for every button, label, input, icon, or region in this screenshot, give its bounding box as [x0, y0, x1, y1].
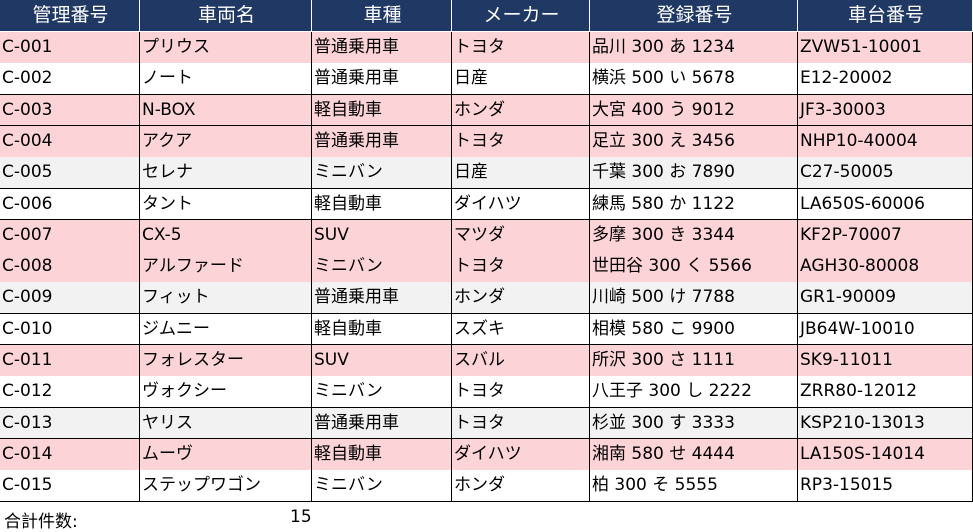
table-cell: ジムニー: [140, 313, 312, 346]
table-cell: C-010: [0, 313, 140, 346]
table-cell: ムーヴ: [140, 438, 312, 471]
table-cell: SK9-11011: [798, 345, 973, 377]
table-cell: 普通乗用車: [312, 63, 452, 96]
table-cell: 練馬 580 か 1122: [590, 188, 798, 221]
table-cell: LA150S-14014: [798, 438, 973, 471]
table-cell: トヨタ: [452, 125, 590, 158]
table-cell: SUV: [312, 219, 452, 252]
table-cell: ヤリス: [140, 407, 312, 440]
table-cell: ミニバン: [312, 470, 452, 502]
table-cell: ミニバン: [312, 376, 452, 409]
table-cell: アクア: [140, 125, 312, 158]
table-cell: タント: [140, 188, 312, 221]
table-cell: フォレスター: [140, 345, 312, 377]
table-cell: JB64W-10010: [798, 313, 973, 346]
table-cell: ホンダ: [452, 282, 590, 315]
table-cell: C-008: [0, 251, 140, 283]
table-cell: 湘南 580 せ 4444: [590, 438, 798, 471]
table-cell: RP3-15015: [798, 470, 973, 502]
table-cell: スバル: [452, 345, 590, 377]
header-cell: 車両名: [140, 0, 312, 32]
table-cell: C-005: [0, 157, 140, 189]
table-cell: CX-5: [140, 219, 312, 252]
footer-label: 合計件数:: [4, 512, 78, 532]
table-cell: 普通乗用車: [312, 407, 452, 440]
table-cell: JF3-30003: [798, 94, 973, 127]
table-cell: ホンダ: [452, 470, 590, 502]
table-cell: C-009: [0, 282, 140, 315]
table-cell: セレナ: [140, 157, 312, 189]
table-cell: KF2P-70007: [798, 219, 973, 252]
table-cell: C-013: [0, 407, 140, 440]
table-cell: NHP10-40004: [798, 125, 973, 158]
header-cell: 管理番号: [0, 0, 140, 32]
table-cell: アルファード: [140, 251, 312, 283]
table-cell: 千葉 300 お 7890: [590, 157, 798, 189]
table-cell: C-003: [0, 94, 140, 127]
table-cell: ZRR80-12012: [798, 376, 973, 409]
table-cell: C-015: [0, 470, 140, 502]
table-cell: 所沢 300 さ 1111: [590, 345, 798, 377]
table-cell: プリウス: [140, 32, 312, 64]
table-cell: C-006: [0, 188, 140, 221]
table-cell: 多摩 300 き 3344: [590, 219, 798, 252]
footer-count: 15: [290, 507, 312, 527]
table-cell: C-001: [0, 32, 140, 64]
table-cell: ノート: [140, 63, 312, 96]
table-cell: GR1-90009: [798, 282, 973, 315]
table-cell: N-BOX: [140, 94, 312, 127]
table-cell: ミニバン: [312, 157, 452, 189]
table-cell: ヴォクシー: [140, 376, 312, 409]
table-cell: 普通乗用車: [312, 282, 452, 315]
table-cell: 川崎 500 け 7788: [590, 282, 798, 315]
table-cell: C-004: [0, 125, 140, 158]
table-cell: トヨタ: [452, 407, 590, 440]
table-cell: 日産: [452, 157, 590, 189]
table-cell: 軽自動車: [312, 188, 452, 221]
table-cell: 横浜 500 い 5678: [590, 63, 798, 96]
table-cell: ホンダ: [452, 94, 590, 127]
header-cell: メーカー: [452, 0, 590, 32]
table-cell: AGH30-80008: [798, 251, 973, 283]
table-cell: ミニバン: [312, 251, 452, 283]
table-cell: トヨタ: [452, 32, 590, 64]
table-cell: ダイハツ: [452, 438, 590, 471]
table-cell: C-012: [0, 376, 140, 409]
table-cell: 柏 300 そ 5555: [590, 470, 798, 502]
table-cell: 足立 300 え 3456: [590, 125, 798, 158]
header-cell: 車台番号: [798, 0, 973, 32]
table-cell: LA650S-60006: [798, 188, 973, 221]
table-cell: C-014: [0, 438, 140, 471]
table-cell: KSP210-13013: [798, 407, 973, 440]
table-cell: 相模 580 こ 9900: [590, 313, 798, 346]
table-cell: SUV: [312, 345, 452, 377]
header-cell: 車種: [312, 0, 452, 32]
table-cell: 八王子 300 し 2222: [590, 376, 798, 409]
table-cell: 杉並 300 す 3333: [590, 407, 798, 440]
table-cell: 品川 300 あ 1234: [590, 32, 798, 64]
table-cell: C-011: [0, 345, 140, 377]
table-cell: 大宮 400 う 9012: [590, 94, 798, 127]
header-cell: 登録番号: [590, 0, 798, 32]
table-cell: スズキ: [452, 313, 590, 346]
table-cell: フィット: [140, 282, 312, 315]
table-cell: 軽自動車: [312, 94, 452, 127]
table-cell: ZVW51-10001: [798, 32, 973, 64]
table-cell: C-007: [0, 219, 140, 252]
table-cell: トヨタ: [452, 251, 590, 283]
table-cell: 軽自動車: [312, 438, 452, 471]
table-cell: ダイハツ: [452, 188, 590, 221]
table-cell: 世田谷 300 く 5566: [590, 251, 798, 283]
table-cell: 普通乗用車: [312, 125, 452, 158]
table-cell: トヨタ: [452, 376, 590, 409]
table-cell: E12-20002: [798, 63, 973, 96]
table-cell: 普通乗用車: [312, 32, 452, 64]
table-cell: C-002: [0, 63, 140, 96]
table-cell: C27-50005: [798, 157, 973, 189]
table-cell: 軽自動車: [312, 313, 452, 346]
table-cell: マツダ: [452, 219, 590, 252]
table-cell: ステップワゴン: [140, 470, 312, 502]
table-cell: 日産: [452, 63, 590, 96]
